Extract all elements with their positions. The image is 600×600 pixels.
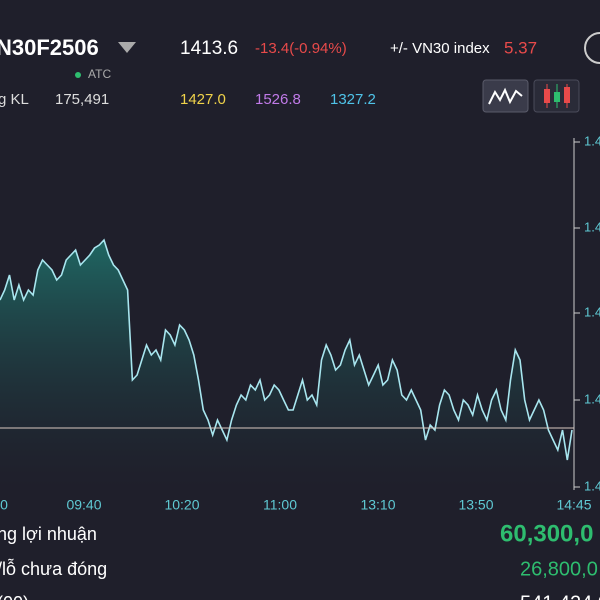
- x-tick-label: 13:50: [458, 497, 493, 513]
- area: [0, 240, 572, 487]
- line-chart-button[interactable]: [482, 79, 529, 113]
- x-tick-label: 13:10: [360, 497, 395, 513]
- floor: 1327.2: [330, 91, 376, 108]
- y-tick-label: 1.4: [584, 391, 600, 406]
- x-tick-label: 11:00: [263, 497, 297, 513]
- x-tick-label: 09:40: [66, 497, 101, 513]
- price: 1413.6: [180, 38, 238, 59]
- summary-value: 26,800,0: [520, 558, 598, 580]
- ceiling: 1526.8: [255, 91, 301, 108]
- index-label: +/- VN30 index: [390, 40, 490, 57]
- summary-label: (00): [0, 593, 29, 600]
- candle-icon: [544, 84, 570, 108]
- status: ATC: [88, 67, 111, 81]
- y-tick-label: 1.4: [584, 304, 600, 319]
- x-tick-label: 0: [0, 497, 8, 513]
- y-tick-label: 1.4: [584, 478, 600, 493]
- volume: 175,491: [55, 91, 109, 108]
- x-tick-label: 14:45: [556, 497, 591, 513]
- volume-label: g KL: [0, 91, 29, 108]
- index-diff: 5.37: [504, 38, 537, 57]
- ref-price: 1427.0: [180, 91, 226, 108]
- summary-label: /lỗ chưa đóng: [0, 558, 107, 579]
- change: -13.4(-0.94%): [255, 40, 347, 57]
- icon[interactable]: [584, 32, 600, 64]
- y-tick-label: 1.4: [584, 133, 600, 148]
- summary-label: ng lợi nhuận: [0, 524, 97, 544]
- summary-value: 60,300,0: [500, 520, 593, 547]
- y-tick-label: 1.4: [584, 219, 600, 234]
- symbol[interactable]: N30F2506: [0, 35, 99, 60]
- line-icon: [488, 87, 523, 105]
- price-line: [0, 238, 573, 461]
- status-dot: [75, 72, 81, 78]
- dropdown-arrow[interactable]: [118, 42, 136, 53]
- x-tick-label: 10:20: [164, 497, 199, 513]
- summary-value: 541,424,0: [520, 592, 600, 600]
